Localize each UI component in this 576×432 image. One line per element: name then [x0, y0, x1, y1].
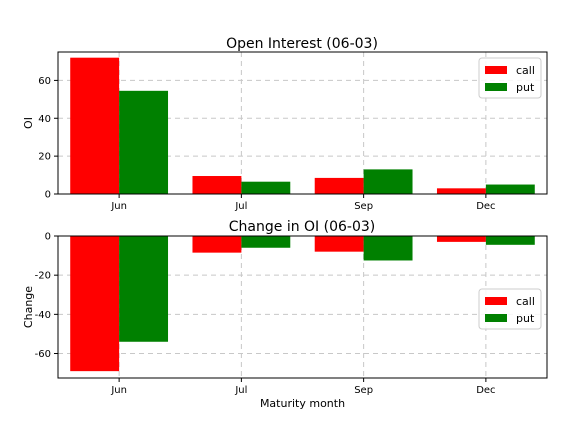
x-tick-label: Dec: [476, 201, 495, 212]
bar-put-jun: [119, 90, 169, 194]
bar-call-dec: [436, 236, 486, 242]
legend-label-call: call: [516, 295, 535, 308]
legend-label-put: put: [516, 81, 535, 94]
chart-title-open-interest: Open Interest (06-03): [226, 36, 378, 52]
legend-label-put: put: [516, 312, 535, 325]
legend-swatch-call: [485, 66, 507, 74]
bar-call-jul: [192, 236, 242, 253]
bar-put-jun: [119, 236, 169, 342]
x-tick-label: Sep: [354, 385, 373, 396]
bar-put-sep: [363, 169, 413, 194]
y-tick-label: -40: [35, 310, 51, 321]
bar-call-dec: [436, 188, 486, 194]
bar-put-jul: [241, 181, 291, 194]
bar-put-dec: [485, 184, 535, 194]
bar-call-sep: [314, 177, 364, 194]
y-axis-label: OI: [22, 117, 35, 129]
y-axis-label: Change: [22, 286, 35, 328]
legend-swatch-put: [485, 314, 507, 322]
y-tick-label: 60: [38, 76, 51, 87]
y-tick-label: -60: [35, 349, 51, 360]
open-interest-chart: Open Interest (06-03) Jun Jul Sep Dec 0 20 40 6…: [22, 36, 548, 212]
change-in-oi-chart: Change in OI (06-03) Jun Jul Sep Dec 0 -20 -40…: [22, 219, 548, 410]
x-tick-label: Jun: [110, 201, 127, 212]
bar-put-dec: [485, 236, 535, 245]
bar-call-jul: [192, 176, 242, 194]
plot-area-frame: [57, 235, 548, 379]
y-tick-label: 20: [38, 152, 51, 163]
bar-put-sep: [363, 236, 413, 261]
bar-call-jun: [70, 57, 120, 195]
legend-label-call: call: [516, 64, 535, 77]
y-tick-label: 0: [45, 232, 51, 243]
bar-put-jul: [241, 236, 291, 248]
x-tick-label: Sep: [354, 201, 373, 212]
legend-swatch-put: [485, 83, 507, 91]
y-tick-label: 0: [45, 190, 51, 201]
chart-title-change-in-oi: Change in OI (06-03): [229, 219, 375, 235]
x-tick-label: Jun: [110, 385, 127, 396]
bar-call-sep: [314, 236, 364, 252]
y-tick-label: -20: [35, 271, 51, 282]
x-axis-label: Maturity month: [260, 397, 345, 410]
plot-area-frame: [57, 51, 548, 195]
x-tick-label: Dec: [476, 385, 495, 396]
y-tick-label: 40: [38, 114, 51, 125]
legend-swatch-call: [485, 297, 507, 305]
x-tick-label: Jul: [234, 385, 247, 396]
x-tick-label: Jul: [234, 201, 247, 212]
bar-call-jun: [70, 236, 120, 372]
